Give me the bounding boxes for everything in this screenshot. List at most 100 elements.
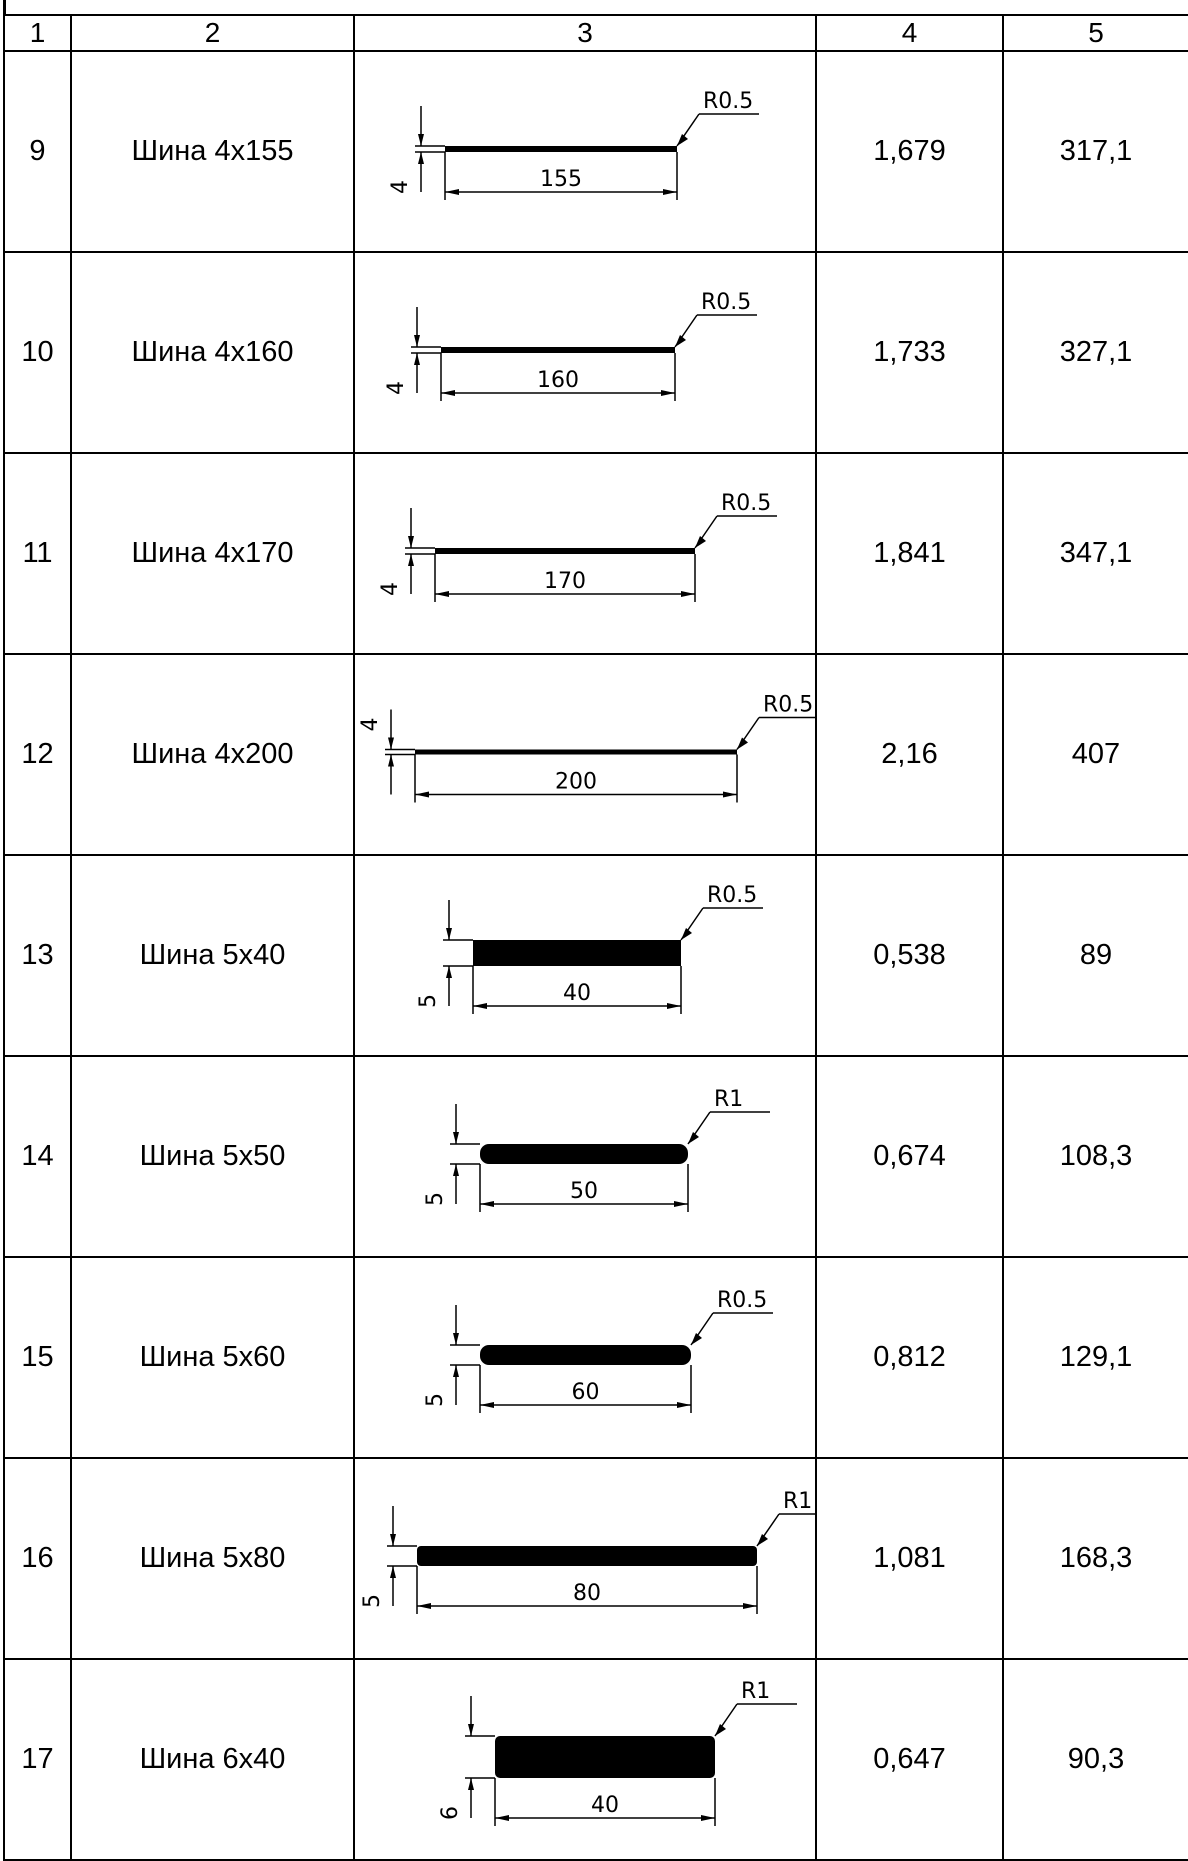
table-row: 14 Шина 5x50 50 5 R1 0,674 108,3: [3, 1055, 1188, 1258]
value-col4: 2,16: [815, 653, 1004, 856]
value-col5: 129,1: [1002, 1256, 1188, 1459]
busbar-cross-section: [441, 347, 675, 353]
header-cell: 4: [815, 14, 1004, 52]
table-row: 15 Шина 5x60 60 5 R0.5 0,812 129,1: [3, 1256, 1188, 1459]
busbar-name: Шина 4x160: [70, 251, 355, 454]
busbar-name: Шина 5x50: [70, 1055, 355, 1258]
radius-label: R0.5: [707, 883, 757, 908]
width-dimension-label: 50: [570, 1179, 598, 1204]
busbar-name: Шина 4x155: [70, 50, 355, 253]
value-col5: 407: [1002, 653, 1188, 856]
busbar-cross-section: [415, 749, 737, 755]
busbar-drawing-cell: 200 4 R0.5: [353, 653, 817, 856]
table-row: 13 Шина 5x40 40 5 R0.5 0,538 89: [3, 854, 1188, 1057]
thickness-dimension-label: 4: [358, 718, 383, 732]
value-col5: 168,3: [1002, 1457, 1188, 1660]
thickness-dimension-label: 5: [423, 1393, 448, 1407]
frame-line: [3, 0, 6, 16]
value-col5: 317,1: [1002, 50, 1188, 253]
row-number: 12: [3, 653, 72, 856]
row-number: 9: [3, 50, 72, 253]
row-number: 16: [3, 1457, 72, 1660]
value-col4: 0,674: [815, 1055, 1004, 1258]
busbar-table: 1 2 3 4 5 9 Шина 4x155 155 4 R0.5 1,679 317,1 1…: [3, 14, 1188, 1861]
width-dimension-label: 60: [572, 1380, 600, 1405]
value-col5: 108,3: [1002, 1055, 1188, 1258]
width-dimension-label: 40: [563, 981, 591, 1006]
thickness-dimension-label: 6: [438, 1806, 463, 1820]
busbar-drawing-cell: 155 4 R0.5: [353, 50, 817, 253]
busbar-section-drawing: 170 4 R0.5: [378, 491, 777, 602]
busbar-cross-section: [480, 1144, 688, 1164]
thickness-dimension-label: 5: [423, 1192, 448, 1206]
busbar-name: Шина 5x60: [70, 1256, 355, 1459]
width-dimension-label: 155: [540, 167, 582, 192]
value-col5: 90,3: [1002, 1658, 1188, 1861]
row-number: 14: [3, 1055, 72, 1258]
width-dimension-label: 160: [537, 368, 579, 393]
value-col4: 0,538: [815, 854, 1004, 1057]
table-row: 12 Шина 4x200 200 4 R0.5 2,16 407: [3, 653, 1188, 856]
radius-label: R1: [783, 1489, 812, 1514]
width-dimension-label: 200: [555, 770, 597, 795]
value-col4: 1,081: [815, 1457, 1004, 1660]
value-col5: 89: [1002, 854, 1188, 1057]
busbar-drawing-cell: 170 4 R0.5: [353, 452, 817, 655]
value-col5: 347,1: [1002, 452, 1188, 655]
thickness-dimension-label: 4: [388, 180, 413, 194]
busbar-cross-section: [495, 1736, 715, 1778]
busbar-cross-section: [445, 146, 677, 152]
thickness-dimension-label: 5: [416, 994, 441, 1008]
busbar-drawing-cell: 80 5 R1: [353, 1457, 817, 1660]
table-row: 17 Шина 6x40 40 6 R1 0,647 90,3: [3, 1658, 1188, 1861]
value-col4: 1,841: [815, 452, 1004, 655]
busbar-cross-section: [435, 548, 695, 554]
table-row: 11 Шина 4x170 170 4 R0.5 1,841 347,1: [3, 452, 1188, 655]
busbar-cross-section: [417, 1546, 757, 1566]
width-dimension-label: 170: [544, 569, 586, 594]
row-number: 11: [3, 452, 72, 655]
thickness-dimension-label: 4: [384, 381, 409, 395]
busbar-cross-section: [480, 1345, 691, 1365]
busbar-drawing-cell: 40 6 R1: [353, 1658, 817, 1861]
radius-label: R0.5: [703, 89, 753, 114]
busbar-section-drawing: 40 5 R0.5: [416, 883, 763, 1014]
header-cell: 3: [353, 14, 817, 52]
thickness-dimension-label: 4: [378, 582, 403, 596]
busbar-section-drawing: 200 4 R0.5: [358, 693, 814, 803]
busbar-drawing-cell: 160 4 R0.5: [353, 251, 817, 454]
row-number: 10: [3, 251, 72, 454]
busbar-drawing-cell: 60 5 R0.5: [353, 1256, 817, 1459]
width-dimension-label: 80: [573, 1581, 601, 1606]
busbar-drawing-cell: 50 5 R1: [353, 1055, 817, 1258]
busbar-section-drawing: 60 5 R0.5: [423, 1288, 773, 1413]
radius-label: R0.5: [763, 693, 813, 718]
header-cell: 1: [3, 14, 72, 52]
row-number: 17: [3, 1658, 72, 1861]
header-row: 1 2 3 4 5: [3, 14, 1188, 52]
value-col4: 0,812: [815, 1256, 1004, 1459]
busbar-section-drawing: 50 5 R1: [423, 1087, 770, 1212]
radius-label: R1: [741, 1679, 770, 1704]
busbar-name: Шина 4x200: [70, 653, 355, 856]
row-number: 13: [3, 854, 72, 1057]
row-number: 15: [3, 1256, 72, 1459]
value-col4: 1,679: [815, 50, 1004, 253]
table-row: 16 Шина 5x80 80 5 R1 1,081 168,3: [3, 1457, 1188, 1660]
busbar-name: Шина 4x170: [70, 452, 355, 655]
busbar-cross-section: [473, 940, 681, 966]
busbar-name: Шина 5x80: [70, 1457, 355, 1660]
thickness-dimension-label: 5: [360, 1594, 385, 1608]
busbar-name: Шина 6x40: [70, 1658, 355, 1861]
busbar-drawing-cell: 40 5 R0.5: [353, 854, 817, 1057]
value-col4: 0,647: [815, 1658, 1004, 1861]
width-dimension-label: 40: [591, 1793, 619, 1818]
busbar-section-drawing: 80 5 R1: [360, 1489, 814, 1614]
busbar-section-drawing: 40 6 R1: [438, 1679, 797, 1826]
radius-label: R0.5: [721, 491, 771, 516]
busbar-section-drawing: 155 4 R0.5: [388, 89, 759, 200]
header-cell: 2: [70, 14, 355, 52]
value-col4: 1,733: [815, 251, 1004, 454]
header-cell: 5: [1002, 14, 1188, 52]
